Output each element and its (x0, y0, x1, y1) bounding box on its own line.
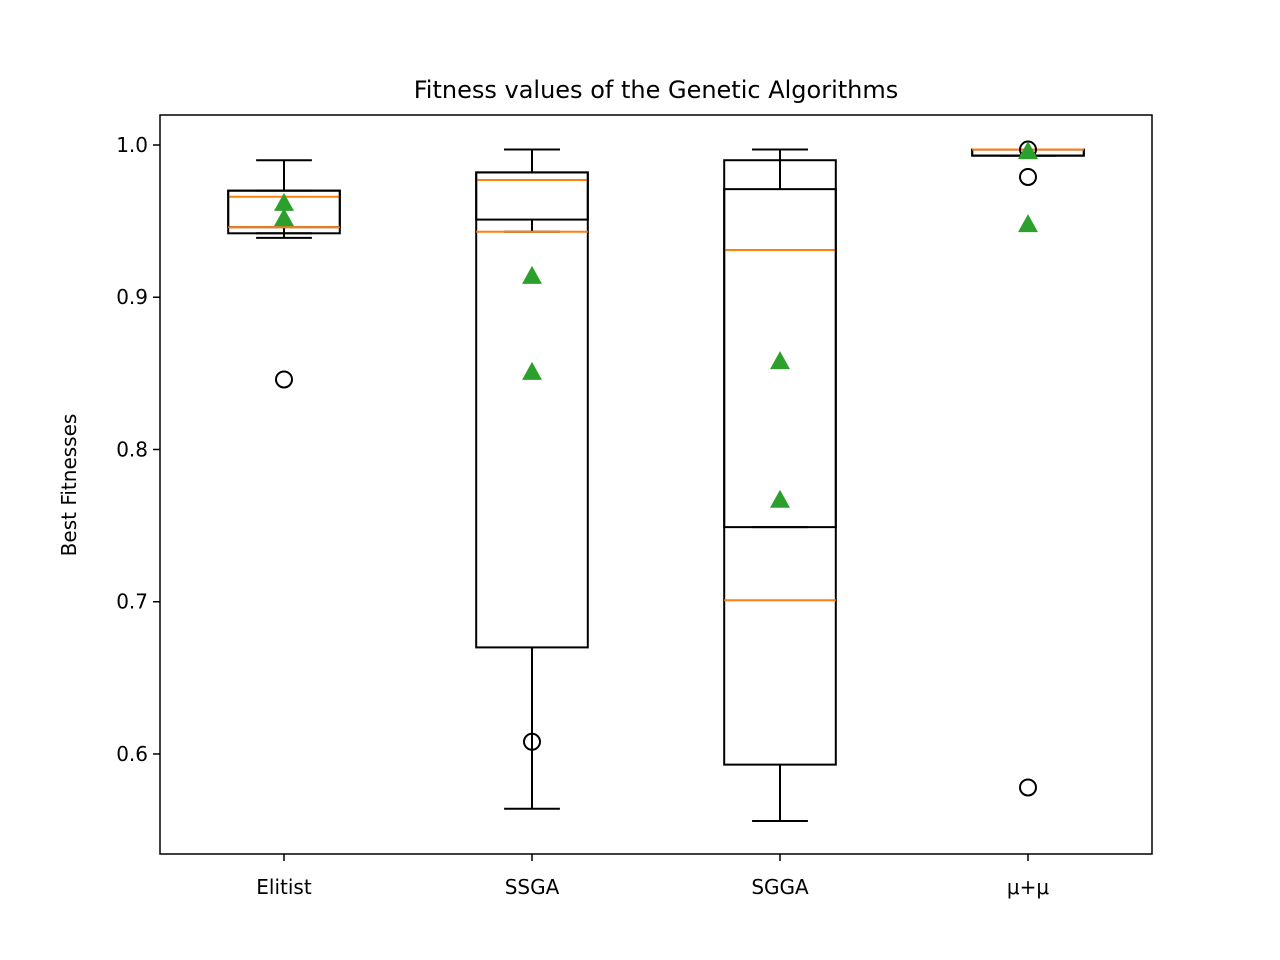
flier (275, 370, 293, 389)
y-tick-label: 0.7 (116, 590, 148, 614)
mean (274, 208, 294, 227)
mean (770, 489, 790, 508)
mean (522, 265, 542, 284)
flier (1019, 778, 1037, 797)
mean (1018, 214, 1038, 233)
y-tick-label: 1.0 (116, 133, 148, 157)
plot-frame (159, 114, 1153, 855)
y-tick-label: 0.9 (116, 285, 148, 309)
mean (1018, 141, 1038, 160)
flier (1019, 167, 1037, 186)
mean (522, 361, 542, 380)
x-tick-label: Elitist (256, 875, 312, 899)
box (723, 159, 837, 766)
x-tick-label: μ+μ (1007, 875, 1049, 899)
mean (770, 351, 790, 370)
y-axis-label: Best Fitnesses (57, 414, 81, 557)
mean (274, 192, 294, 211)
chart-title: Fitness values of the Genetic Algorithms (414, 76, 899, 104)
y-tick-label: 0.8 (116, 437, 148, 461)
y-tick-label: 0.6 (116, 742, 148, 766)
box (475, 171, 589, 649)
x-tick-label: SSGA (505, 875, 560, 899)
x-tick-label: SGGA (751, 875, 809, 899)
